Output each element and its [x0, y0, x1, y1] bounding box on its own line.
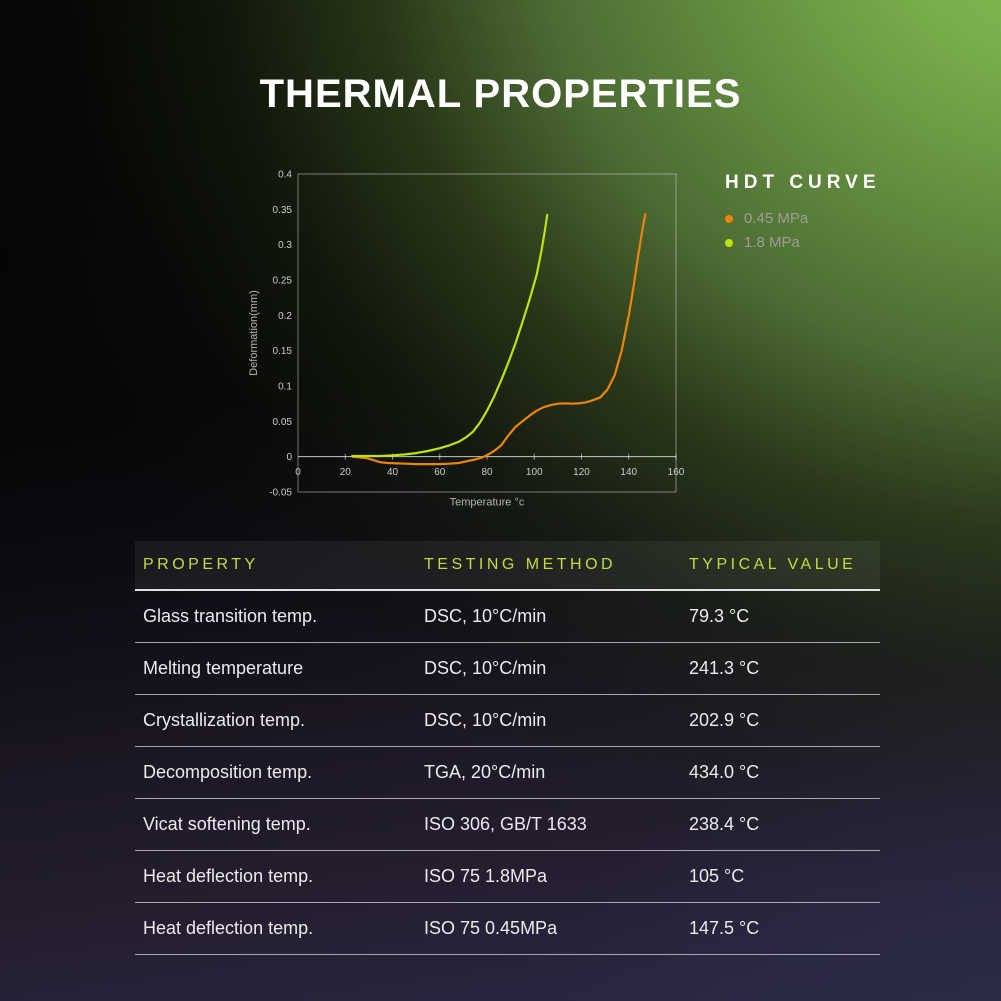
y-tick-label: 0.3 [278, 240, 292, 251]
table-row: Crystallization temp. DSC, 10°C/min 202.9 … [135, 695, 880, 747]
x-tick-label: 60 [434, 467, 446, 478]
property-cell: Decomposition temp. [143, 762, 313, 782]
series-line-1-8-mpa [351, 213, 549, 458]
legend-item: 1.8 MPa [725, 234, 881, 251]
value-cell: 434.0 °C [689, 762, 760, 782]
property-cell: Glass transition temp. [143, 606, 318, 626]
y-tick-label: 0.15 [273, 346, 293, 357]
value-cell: 105 °C [689, 866, 745, 886]
legend-label: 0.45 MPa [744, 210, 809, 227]
table-body: Glass transition temp. DSC, 10°C/min 79.3 … [135, 591, 880, 955]
thermal-properties-table: PROPERTY TESTING METHOD TYPICAL VALUE Glas… [135, 541, 880, 955]
legend-item: 0.45 MPa [725, 210, 881, 227]
method-cell: DSC, 10°C/min [424, 710, 547, 730]
x-tick-label: 40 [387, 467, 399, 478]
x-tick-label: 80 [481, 467, 493, 478]
y-tick-label: 0 [286, 452, 292, 463]
legend-title: HDT CURVE [725, 172, 881, 193]
method-cell: DSC, 10°C/min [424, 658, 547, 678]
method-cell: ISO 75 1.8MPa [424, 866, 548, 886]
property-cell: Vicat softening temp. [143, 814, 311, 834]
table-header-cell: TYPICAL VALUE [689, 556, 857, 573]
property-cell: Melting temperature [143, 658, 304, 678]
property-cell: Crystallization temp. [143, 710, 306, 730]
table-row: Heat deflection temp. ISO 75 0.45MPa 147.5… [135, 903, 880, 955]
property-cell: Heat deflection temp. [143, 918, 314, 938]
method-cell: DSC, 10°C/min [424, 606, 547, 626]
x-tick-label: 20 [340, 467, 352, 478]
legend-dot-icon [725, 214, 733, 223]
value-cell: 79.3 °C [689, 606, 750, 626]
page-title: THERMAL PROPERTIES [259, 72, 742, 116]
table-row: Vicat softening temp. ISO 306, GB/T 1633 2… [135, 799, 880, 851]
legend-items: 0.45 MPa 1.8 MPa [725, 210, 881, 251]
method-cell: ISO 75 0.45MPa [424, 918, 558, 938]
y-tick-label: 0.35 [273, 205, 293, 216]
value-cell: 241.3 °C [689, 658, 760, 678]
x-tick-label: 100 [526, 467, 543, 478]
method-cell: ISO 306, GB/T 1633 [424, 814, 587, 834]
x-tick-label: 160 [668, 467, 685, 478]
y-axis-title: Deformation(mm) [248, 290, 260, 376]
y-tick-label: 0.2 [278, 311, 292, 322]
table-row: Heat deflection temp. ISO 75 1.8MPa 105 °C [135, 851, 880, 903]
chart-legend: HDT CURVE 0.45 MPa 1.8 MPa [725, 172, 881, 258]
property-cell: Heat deflection temp. [143, 866, 314, 886]
legend-label: 1.8 MPa [744, 234, 800, 251]
method-cell: TGA, 20°C/min [424, 762, 546, 782]
table-row: Decomposition temp. TGA, 20°C/min 434.0 °C [135, 747, 880, 799]
x-tick-label: 0 [295, 467, 301, 478]
table-row: Melting temperature DSC, 10°C/min 241.3 °C [135, 643, 880, 695]
y-tick-label: 0.1 [278, 382, 292, 393]
value-cell: 147.5 °C [689, 918, 760, 938]
table-header-row: PROPERTY TESTING METHOD TYPICAL VALUE [135, 541, 880, 591]
value-cell: 202.9 °C [689, 710, 760, 730]
table-header-cell: PROPERTY [143, 556, 259, 573]
table-header-cell: TESTING METHOD [424, 556, 617, 573]
legend-dot-icon [725, 238, 733, 247]
y-tick-label: 0.05 [273, 417, 293, 428]
x-tick-label: 120 [573, 467, 590, 478]
y-tick-label: 0.4 [278, 170, 292, 181]
table-row: Glass transition temp. DSC, 10°C/min 79.3 … [135, 591, 880, 643]
x-axis-title: Temperature °c [450, 497, 525, 509]
value-cell: 238.4 °C [689, 814, 760, 834]
series-line-0-45-mpa [351, 213, 647, 466]
x-tick-label: 140 [620, 467, 637, 478]
y-tick-label: -0.05 [269, 488, 292, 499]
plot-border [297, 173, 677, 493]
y-tick-label: 0.25 [273, 276, 293, 287]
hdt-chart: 0 20 40 60 80 100 120 140 160-0.0500.050.10.150.… [248, 170, 685, 509]
